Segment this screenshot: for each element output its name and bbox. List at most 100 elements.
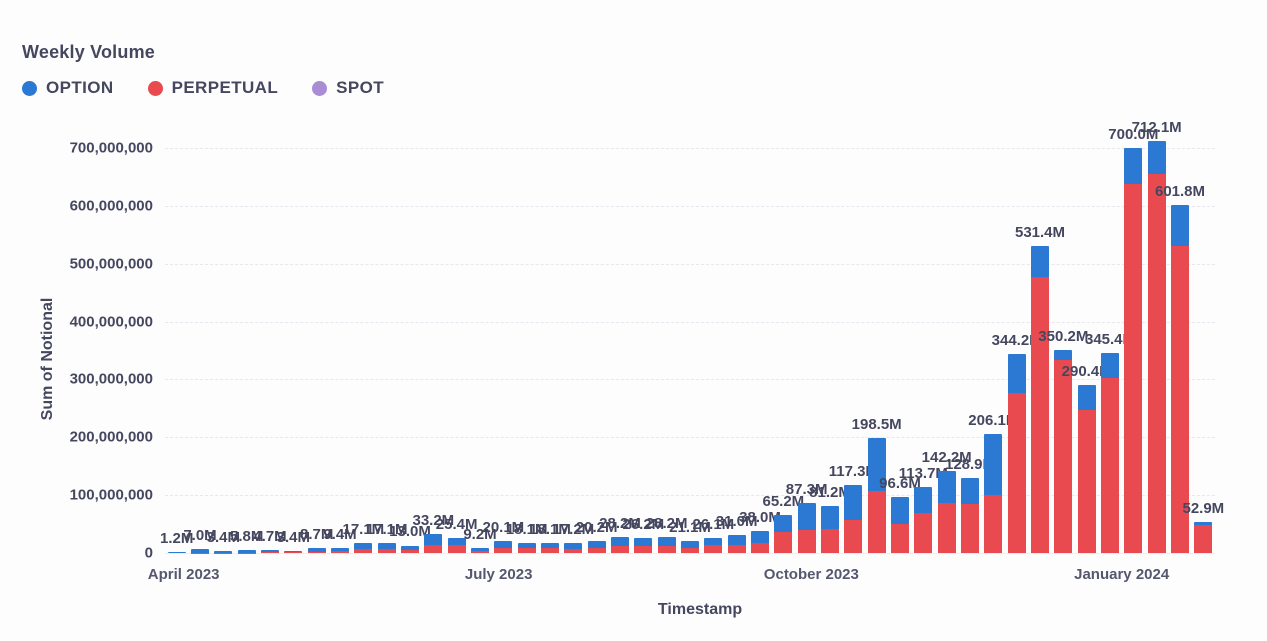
bar-segment-option[interactable]	[424, 533, 443, 545]
bar-segment-option[interactable]	[1147, 141, 1166, 174]
bar-segment-option[interactable]	[774, 515, 793, 533]
bar-segment-perpetual[interactable]	[984, 495, 1003, 553]
bar-segment-perpetual[interactable]	[1147, 173, 1166, 553]
bar-segment-perpetual[interactable]	[727, 544, 746, 553]
volume-bar[interactable]	[891, 497, 909, 553]
volume-bar[interactable]	[704, 537, 723, 553]
volume-bar[interactable]	[1124, 148, 1143, 553]
bar-segment-option[interactable]	[1077, 385, 1096, 410]
volume-bar[interactable]	[611, 536, 629, 553]
bar-segment-perpetual[interactable]	[331, 551, 349, 553]
bar-segment-option[interactable]	[1031, 245, 1049, 278]
bar-segment-option[interactable]	[751, 531, 769, 544]
bar-segment-option[interactable]	[261, 550, 279, 553]
bar-segment-perpetual[interactable]	[797, 530, 816, 553]
bar-segment-perpetual[interactable]	[377, 549, 396, 553]
volume-bar[interactable]	[1147, 141, 1166, 553]
bar-segment-option[interactable]	[237, 549, 256, 553]
bar-segment-option[interactable]	[1007, 353, 1026, 393]
bar-segment-perpetual[interactable]	[1101, 378, 1119, 553]
volume-bar[interactable]	[844, 485, 863, 553]
bar-segment-option[interactable]	[1194, 522, 1213, 526]
volume-bar[interactable]	[541, 542, 559, 553]
bar-segment-perpetual[interactable]	[774, 532, 793, 553]
volume-bar[interactable]	[494, 541, 513, 553]
volume-bar[interactable]	[284, 551, 303, 553]
bar-segment-perpetual[interactable]	[471, 550, 489, 553]
volume-bar[interactable]	[634, 537, 653, 553]
volume-bar[interactable]	[797, 502, 816, 553]
bar-segment-option[interactable]	[541, 542, 559, 549]
volume-bar[interactable]	[681, 540, 699, 553]
volume-bar[interactable]	[937, 470, 956, 553]
bar-segment-option[interactable]	[214, 551, 233, 553]
bar-segment-option[interactable]	[494, 541, 513, 548]
volume-bar[interactable]	[751, 531, 769, 553]
volume-bar[interactable]	[587, 541, 606, 553]
volume-bar[interactable]	[821, 506, 839, 553]
bar-segment-option[interactable]	[377, 543, 396, 550]
volume-bar[interactable]	[237, 549, 256, 553]
volume-bar[interactable]	[214, 551, 233, 553]
bar-segment-perpetual[interactable]	[401, 550, 419, 553]
bar-segment-option[interactable]	[167, 552, 186, 553]
volume-bar[interactable]	[1007, 353, 1026, 553]
volume-bar[interactable]	[191, 548, 209, 553]
bar-segment-option[interactable]	[564, 543, 583, 549]
bar-segment-option[interactable]	[1054, 350, 1073, 361]
bar-segment-perpetual[interactable]	[634, 546, 653, 553]
bar-segment-perpetual[interactable]	[564, 548, 583, 553]
volume-bar[interactable]	[914, 487, 933, 553]
bar-segment-option[interactable]	[611, 536, 629, 546]
bar-segment-option[interactable]	[307, 547, 326, 552]
bar-segment-perpetual[interactable]	[1054, 360, 1073, 553]
bar-segment-option[interactable]	[284, 551, 303, 553]
volume-bar[interactable]	[1054, 350, 1073, 553]
bar-segment-option[interactable]	[867, 438, 886, 491]
bar-segment-option[interactable]	[961, 478, 979, 505]
bar-segment-perpetual[interactable]	[261, 552, 279, 553]
volume-bar[interactable]	[354, 543, 373, 553]
bar-segment-option[interactable]	[1124, 148, 1143, 184]
bar-segment-perpetual[interactable]	[821, 529, 839, 553]
bar-segment-option[interactable]	[401, 545, 419, 550]
bar-segment-option[interactable]	[1171, 204, 1189, 246]
bar-segment-option[interactable]	[821, 506, 839, 530]
bar-segment-option[interactable]	[681, 540, 699, 548]
bar-segment-perpetual[interactable]	[961, 504, 979, 553]
bar-segment-perpetual[interactable]	[447, 544, 466, 553]
bar-segment-perpetual[interactable]	[751, 543, 769, 553]
bar-segment-option[interactable]	[191, 548, 209, 553]
legend-item-spot[interactable]: SPOT	[312, 78, 384, 98]
volume-bar[interactable]	[261, 550, 279, 553]
bar-segment-option[interactable]	[634, 537, 653, 547]
volume-bar[interactable]	[1171, 204, 1189, 553]
volume-bar[interactable]	[401, 545, 419, 553]
legend-item-option[interactable]: OPTION	[22, 78, 114, 98]
bar-segment-perpetual[interactable]	[611, 545, 629, 553]
bar-segment-option[interactable]	[727, 535, 746, 545]
bar-segment-perpetual[interactable]	[704, 545, 723, 553]
volume-bar[interactable]	[984, 433, 1003, 553]
bar-segment-perpetual[interactable]	[914, 513, 933, 553]
volume-bar[interactable]	[167, 552, 186, 553]
bar-segment-option[interactable]	[517, 542, 536, 549]
bar-segment-perpetual[interactable]	[1077, 409, 1096, 553]
volume-bar[interactable]	[961, 478, 979, 553]
volume-bar[interactable]	[657, 536, 676, 553]
bar-segment-option[interactable]	[587, 541, 606, 548]
bar-segment-perpetual[interactable]	[891, 524, 909, 553]
bar-segment-perpetual[interactable]	[1007, 392, 1026, 553]
volume-bar[interactable]	[1031, 245, 1049, 553]
volume-bar[interactable]	[471, 547, 489, 553]
bar-segment-perpetual[interactable]	[867, 490, 886, 553]
bar-segment-perpetual[interactable]	[1194, 525, 1213, 553]
volume-bar[interactable]	[564, 543, 583, 553]
bar-segment-perpetual[interactable]	[307, 551, 326, 553]
bar-segment-perpetual[interactable]	[657, 545, 676, 553]
bar-segment-option[interactable]	[657, 536, 676, 546]
bar-segment-perpetual[interactable]	[1171, 245, 1189, 553]
bar-segment-option[interactable]	[984, 433, 1003, 496]
bar-segment-option[interactable]	[914, 487, 933, 514]
volume-bar[interactable]	[1101, 353, 1119, 553]
